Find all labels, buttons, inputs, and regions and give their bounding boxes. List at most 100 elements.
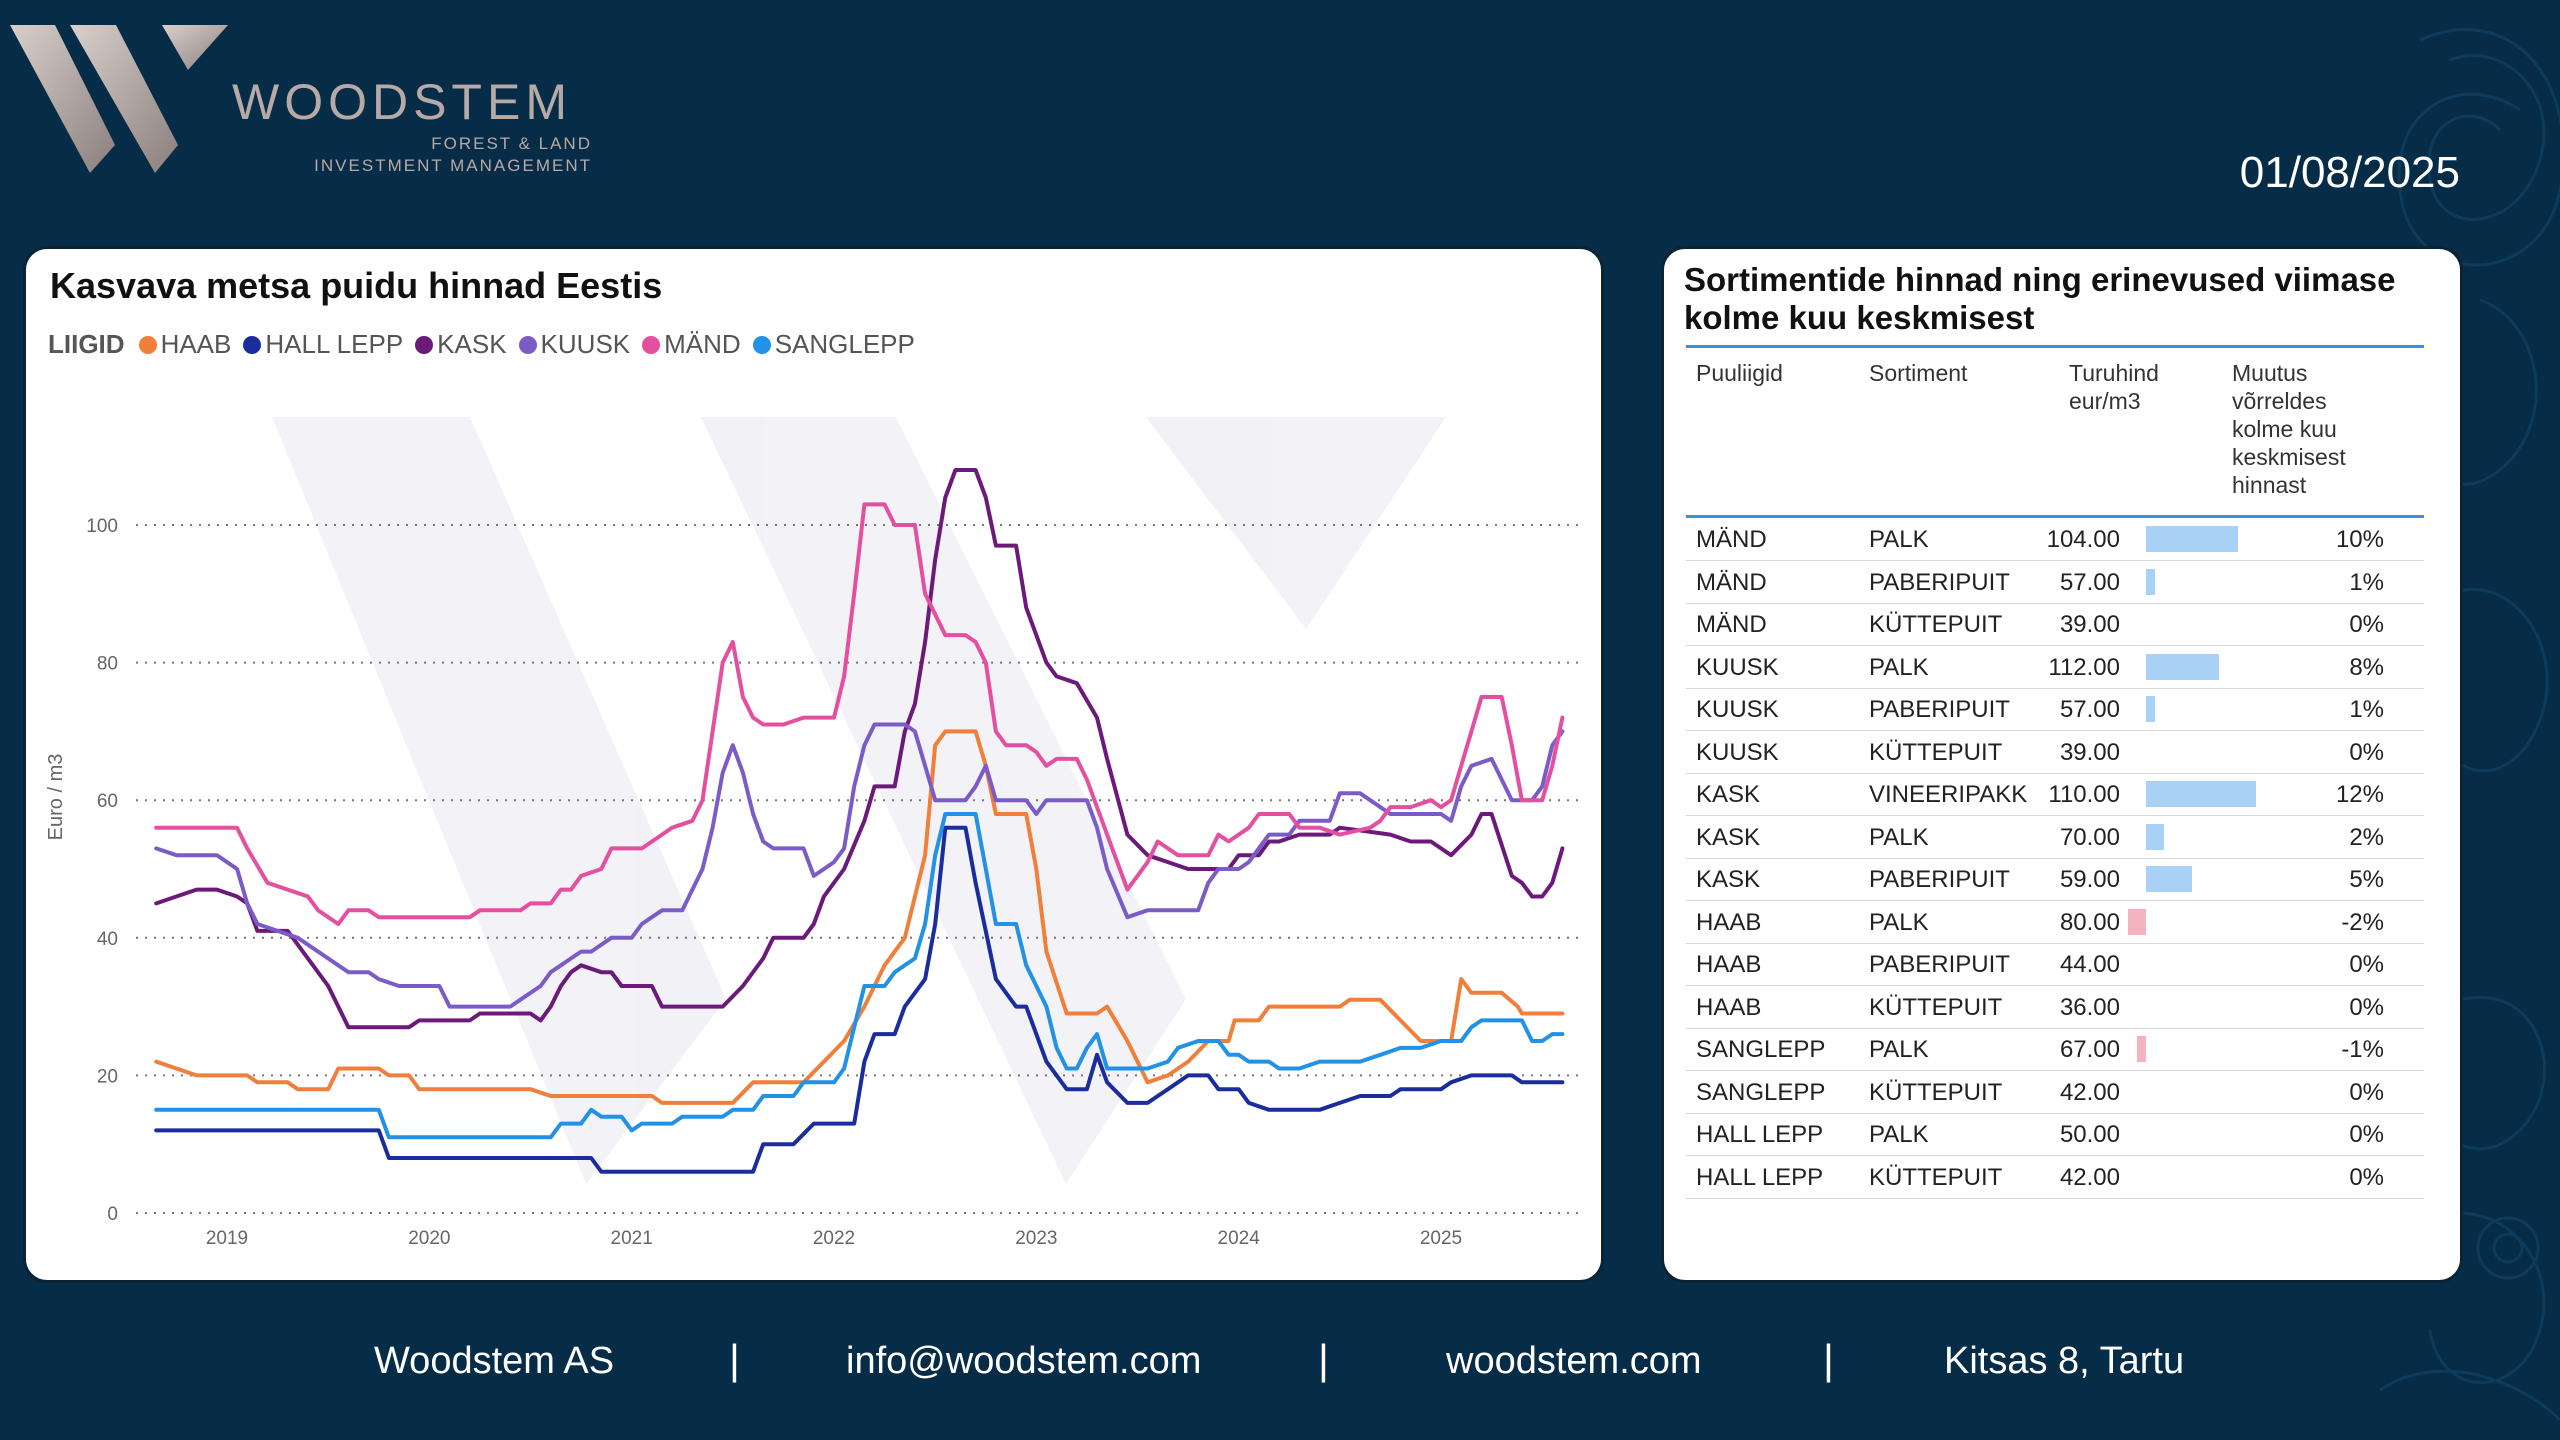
cell-price: 57.00 — [2059, 568, 2120, 596]
change-value: 0% — [2349, 1078, 2384, 1106]
legend-dot — [518, 335, 537, 354]
table-row: HAAB PABERIPUIT 44.00 0% — [1686, 943, 2424, 986]
change-value: 1% — [2349, 696, 2384, 723]
contour-decoration — [2379, 28, 2560, 1422]
cell-change: 0% — [2132, 603, 2394, 645]
x-tick-label: 2025 — [1420, 1228, 1462, 1249]
cell-species: HALL LEPP — [1696, 1163, 1824, 1191]
legend-item-haab[interactable]: HAAB — [138, 329, 231, 360]
table-row: MÄND PALK 104.00 10% — [1686, 518, 2424, 561]
legend-dot — [752, 335, 771, 354]
legend-item-kuusk[interactable]: KUUSK — [518, 329, 630, 360]
change-value: 0% — [2349, 738, 2384, 766]
series-line-sanglepp[interactable] — [154, 812, 1565, 1140]
table-row: KUUSK PABERIPUIT 57.00 1% — [1686, 688, 2424, 731]
woodstem-logo-icon — [10, 25, 228, 173]
cell-change: 8% — [2132, 646, 2394, 688]
series-line-kuusk[interactable] — [154, 722, 1565, 1009]
brand-name: WOODSTEM — [232, 74, 572, 130]
change-bar — [2146, 696, 2156, 722]
table-row: HAAB PALK 80.00 -2% — [1686, 901, 2424, 944]
cell-assortment: PABERIPUIT — [1869, 951, 2010, 978]
footer: Woodstem AS | info@woodstem.com | woodst… — [0, 1336, 2560, 1390]
legend-label: SANGLEPP — [774, 329, 915, 359]
y-tick-label: 40 — [97, 929, 118, 950]
footer-company: Woodstem AS — [374, 1340, 615, 1382]
cell-price: 57.00 — [2059, 696, 2120, 723]
change-value: 0% — [2349, 993, 2384, 1021]
footer-email[interactable]: info@woodstem.com — [846, 1340, 1202, 1382]
change-bar — [2146, 823, 2165, 850]
change-value: 0% — [2349, 951, 2384, 978]
column-header-assortment: Sortiment — [1869, 360, 1968, 386]
cell-assortment: PABERIPUIT — [1869, 568, 2010, 596]
table-row: KASK PABERIPUIT 59.00 5% — [1686, 858, 2424, 901]
series-line-haab[interactable] — [154, 729, 1565, 1105]
cell-change: 10% — [2132, 518, 2394, 560]
footer-address: Kitsas 8, Tartu — [1944, 1340, 2185, 1382]
cell-assortment: VINEERIPAKK — [1869, 781, 2028, 808]
cell-species: HAAB — [1696, 908, 1762, 936]
chart-title: Kasvava metsa puidu hinnad Eestis — [50, 265, 663, 306]
cell-assortment: PALK — [1869, 908, 1929, 936]
change-bar — [2136, 1036, 2146, 1062]
change-bar — [2146, 781, 2256, 807]
cell-change: 2% — [2132, 816, 2394, 858]
y-tick-label: 80 — [97, 654, 118, 675]
column-header-species: Puuliigid — [1696, 360, 1783, 386]
column-header-change: Muutus võrreldes kolme kuu keskmisest hi… — [2232, 360, 2346, 498]
legend-dot — [138, 335, 157, 354]
legend-item-kask[interactable]: KASK — [415, 329, 507, 360]
cell-change: 0% — [2132, 1156, 2394, 1198]
table-row: KUUSK KÜTTEPUIT 39.00 0% — [1686, 731, 2424, 774]
cell-species: KUUSK — [1696, 653, 1779, 681]
cell-price: 112.00 — [2048, 653, 2120, 681]
table-title: Sortimentide hinnad ning erinevused viim… — [1684, 261, 2396, 336]
cell-species: KASK — [1696, 781, 1761, 808]
y-axis-label: Euro / m3 — [45, 754, 67, 841]
series-line-hall-lepp[interactable] — [154, 825, 1565, 1174]
change-value: -2% — [2341, 908, 2384, 936]
cell-change: 5% — [2132, 858, 2394, 900]
change-bar — [2146, 866, 2192, 892]
x-tick-label: 2020 — [408, 1228, 450, 1249]
legend-item-sanglepp[interactable]: SANGLEPP — [752, 329, 915, 360]
cell-assortment: PABERIPUIT — [1869, 696, 2010, 723]
series-line-kask[interactable] — [154, 468, 1565, 1030]
cell-price: 42.00 — [2059, 1163, 2120, 1191]
x-tick-label: 2021 — [611, 1228, 653, 1249]
legend-item-hall-lepp[interactable]: HALL LEPP — [243, 329, 403, 360]
cell-change: 1% — [2132, 561, 2394, 603]
table-row: KUUSK PALK 112.00 8% — [1686, 646, 2424, 689]
legend-dot — [243, 335, 262, 354]
brand-logo: WOODSTEM FOREST & LAND INVESTMENT MANAGE… — [10, 25, 610, 185]
cell-species: SANGLEPP — [1696, 1078, 1826, 1106]
brand-tagline: FOREST & LAND INVESTMENT MANAGEMENT — [240, 133, 592, 177]
cell-change: 1% — [2132, 688, 2394, 730]
x-tick-label: 2019 — [206, 1228, 248, 1249]
change-value: -1% — [2341, 1036, 2384, 1063]
cell-change: 0% — [2132, 731, 2394, 773]
change-value: 10% — [2335, 526, 2384, 553]
change-bar — [2146, 526, 2238, 552]
cell-price: 39.00 — [2059, 738, 2120, 766]
table-row: HALL LEPP KÜTTEPUIT 42.00 0% — [1686, 1156, 2424, 1199]
cell-assortment: PALK — [1869, 1121, 1929, 1148]
footer-separator: | — [1823, 1336, 1834, 1383]
series-line-mand[interactable] — [154, 502, 1565, 926]
line-chart: 0 20 40 60 80 100 2019 2020 2021 2022 2023 2024 2025… — [45, 417, 1581, 1249]
table-row: SANGLEPP KÜTTEPUIT 42.00 0% — [1686, 1071, 2424, 1114]
change-bar — [2146, 568, 2156, 595]
cell-price: 50.00 — [2059, 1121, 2120, 1148]
cell-assortment: KÜTTEPUIT — [1869, 1163, 2003, 1191]
legend-dot — [415, 335, 434, 354]
cell-assortment: PALK — [1869, 1036, 1929, 1063]
change-value: 5% — [2349, 866, 2384, 893]
legend-item-mand[interactable]: MÄND — [642, 329, 741, 360]
footer-website[interactable]: woodstem.com — [1446, 1340, 1702, 1382]
cell-species: HAAB — [1696, 993, 1762, 1021]
watermark-shape — [1146, 417, 1446, 629]
cell-change: 0% — [2132, 943, 2394, 985]
cell-species: HAAB — [1696, 951, 1762, 978]
cell-species: MÄND — [1696, 611, 1767, 638]
